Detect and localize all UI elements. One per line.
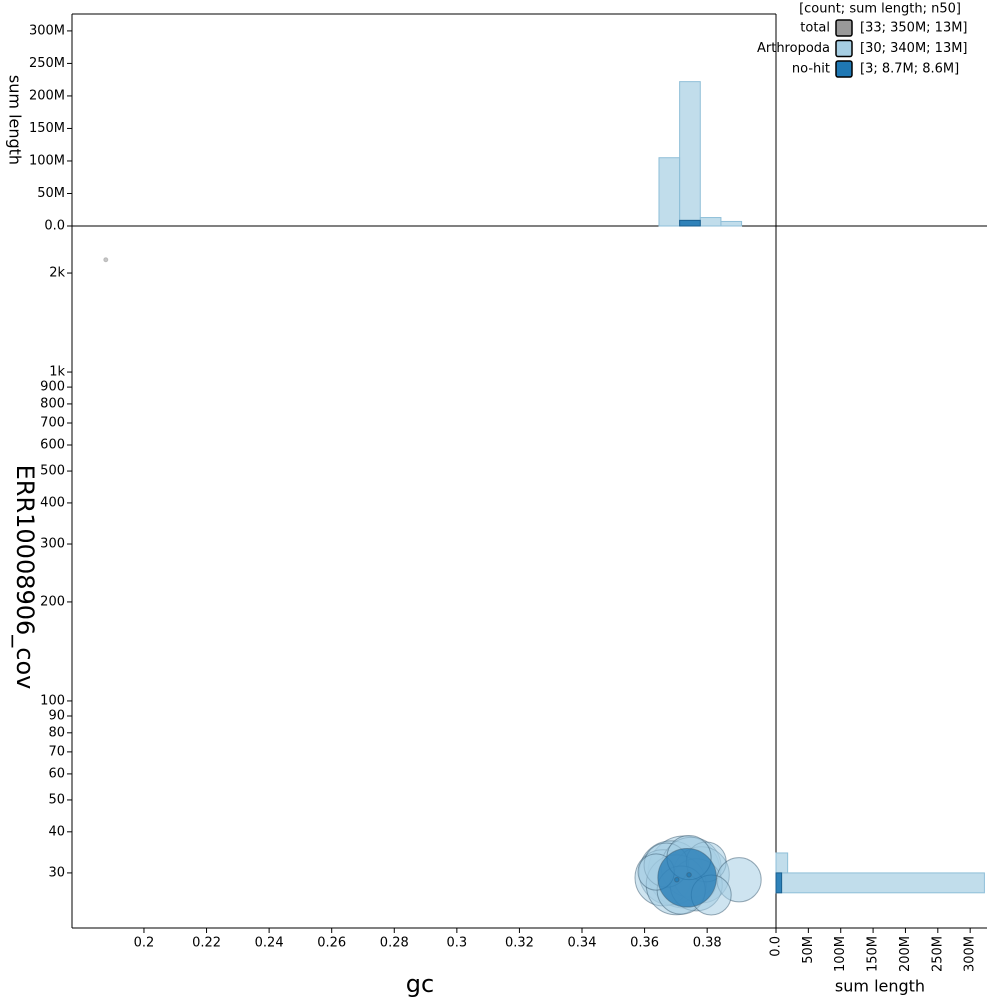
y-tick-label: 300M xyxy=(29,23,65,38)
x-tick-label: 0.32 xyxy=(505,936,534,951)
legend-swatch xyxy=(835,39,853,58)
y-tick-label: 700 xyxy=(40,415,65,430)
hist-bar xyxy=(658,157,681,227)
y-tick-label: 1k xyxy=(49,365,65,380)
x-tick-label: 150M xyxy=(866,936,881,972)
x-tick-label: 250M xyxy=(930,936,945,972)
hist-bar xyxy=(720,220,743,227)
x-tick-label: 0.22 xyxy=(192,936,221,951)
point xyxy=(103,257,109,263)
y-tick-label: 2k xyxy=(49,266,65,281)
hist-bar xyxy=(775,872,783,894)
point xyxy=(686,872,692,878)
y-tick-label: 800 xyxy=(40,396,65,411)
y-tick-label: 600 xyxy=(40,438,65,453)
y-tick-label: 100 xyxy=(40,693,65,708)
x-tick-label: 0.3 xyxy=(447,936,468,951)
x-tick-label: 100M xyxy=(833,936,848,972)
y-tick-label: 200M xyxy=(29,88,65,103)
legend-label: [33; 350M; 13M] xyxy=(860,21,968,36)
y-tick-label: 80 xyxy=(48,725,65,740)
y-tick-label: 200 xyxy=(40,594,65,609)
y-tick-label: 400 xyxy=(40,495,65,510)
hist-bar xyxy=(775,872,985,894)
y-tick-label: 90 xyxy=(48,708,65,723)
y-tick-label: 70 xyxy=(48,744,65,759)
y-tick-label: 50 xyxy=(48,792,65,807)
x-tick-label: 200M xyxy=(898,936,913,972)
y-tick-label: 100M xyxy=(29,153,65,168)
y-axis-label: ERR10008906_cov xyxy=(11,465,39,690)
legend-label: [3; 8.7M; 8.6M] xyxy=(860,62,959,77)
hist-bar xyxy=(679,219,701,227)
x-tick-label: 300M xyxy=(963,936,978,972)
y-tick-label: 300 xyxy=(40,537,65,552)
y-tick-label: 900 xyxy=(40,380,65,395)
top-hist-label: sum length xyxy=(6,75,25,165)
point xyxy=(674,877,680,883)
legend-label: [30; 340M; 13M] xyxy=(860,41,968,56)
x-tick-label: 0.38 xyxy=(693,936,722,951)
hist-bar xyxy=(679,81,701,227)
point xyxy=(657,847,717,908)
x-axis-label: gc xyxy=(406,970,434,998)
y-tick-label: 30 xyxy=(48,865,65,880)
x-tick-label: 0.28 xyxy=(380,936,409,951)
legend-name: no-hit xyxy=(792,62,830,77)
y-tick-label: 150M xyxy=(29,121,65,136)
x-tick-label: 0.34 xyxy=(568,936,597,951)
x-tick-label: 50M xyxy=(801,936,816,964)
y-tick-label: 60 xyxy=(48,766,65,781)
hist-bar xyxy=(775,852,789,874)
legend-swatch xyxy=(835,60,853,78)
legend-name: total xyxy=(800,21,830,36)
y-tick-label: 250M xyxy=(29,56,65,71)
legend-swatch xyxy=(835,19,853,37)
x-tick-label: 0.36 xyxy=(630,936,659,951)
right-hist-label: sum length xyxy=(835,977,925,996)
y-tick-label: 500 xyxy=(40,464,65,479)
y-tick-label: 0.0 xyxy=(44,219,65,234)
y-tick-label: 50M xyxy=(37,186,65,201)
hist-bar xyxy=(699,217,722,227)
x-tick-label: 0.26 xyxy=(317,936,346,951)
legend-title: [count; sum length; n50] xyxy=(799,2,961,17)
y-tick-label: 40 xyxy=(48,824,65,839)
legend-name: Arthropoda xyxy=(757,41,830,56)
x-tick-label: 0.0 xyxy=(769,936,784,957)
x-tick-label: 0.2 xyxy=(134,936,155,951)
x-tick-label: 0.24 xyxy=(255,936,284,951)
